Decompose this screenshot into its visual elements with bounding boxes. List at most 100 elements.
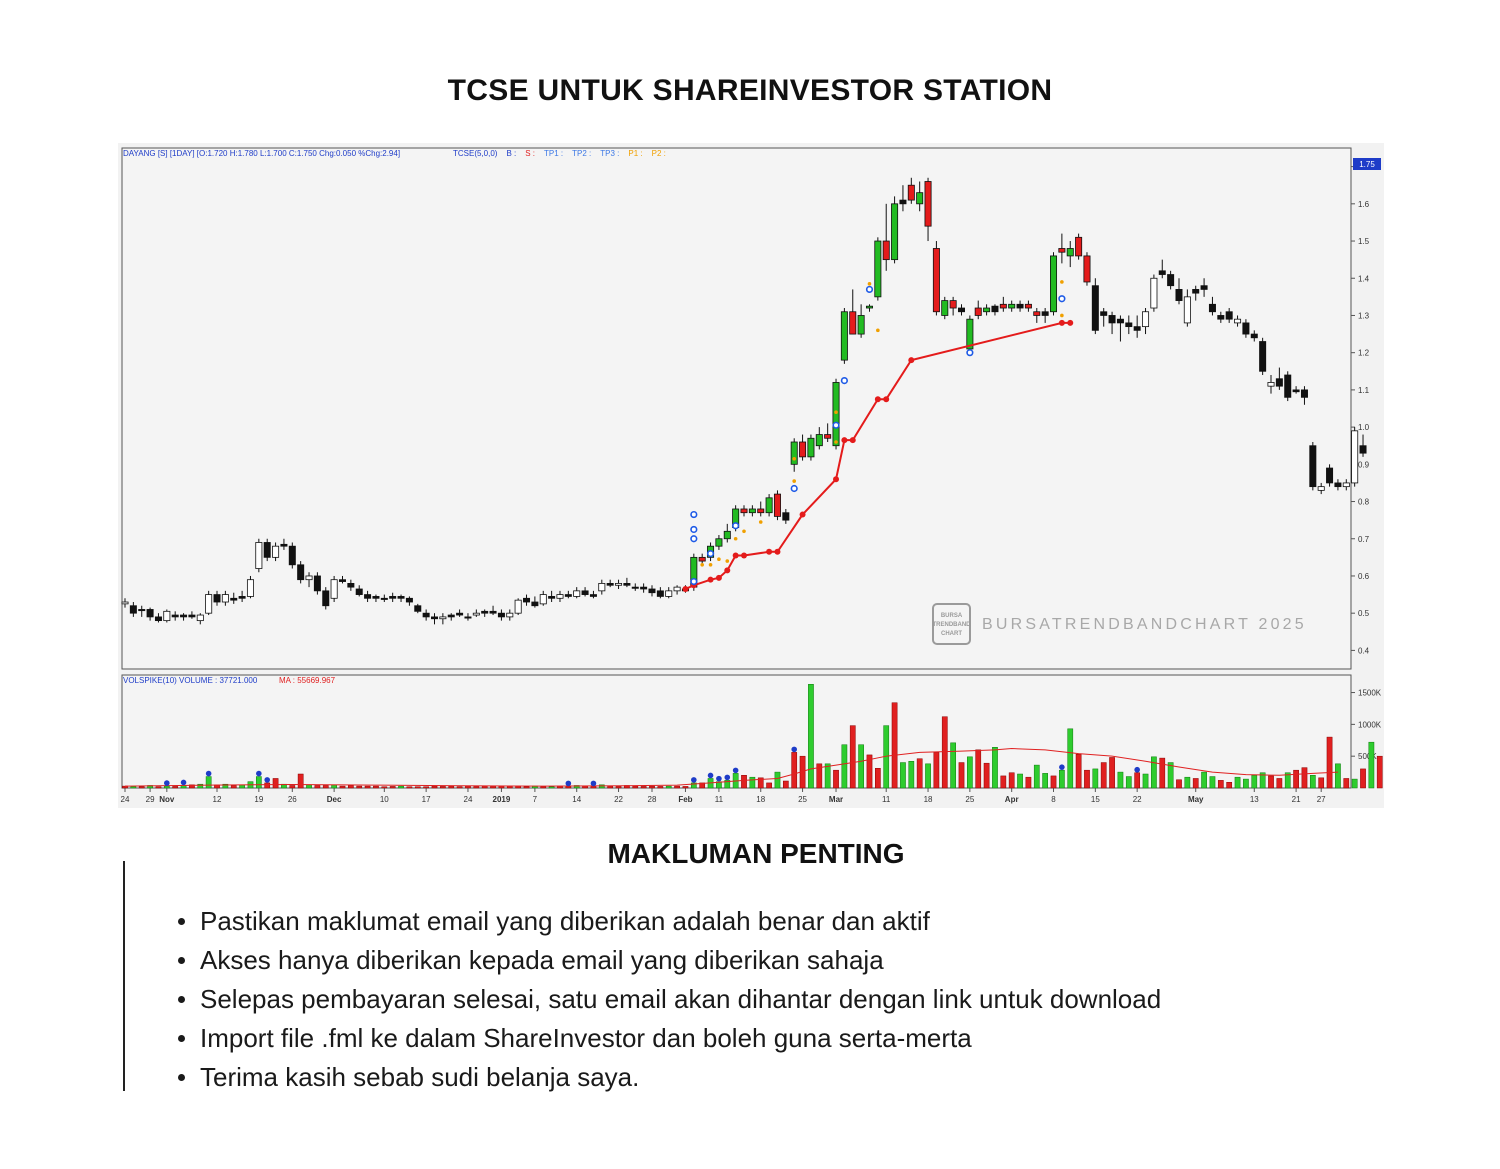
candle-body — [263, 542, 271, 558]
p-marker — [792, 456, 796, 461]
volume-bar — [548, 786, 555, 789]
candle-body — [1175, 289, 1183, 301]
candle-body — [372, 596, 380, 599]
candle-body — [740, 508, 748, 514]
candle-body — [431, 616, 439, 620]
date-tick-label: Nov — [159, 795, 175, 804]
volume-bar — [481, 785, 488, 789]
candle-body — [648, 588, 656, 594]
volume-bar — [398, 785, 404, 789]
candle-body — [171, 614, 179, 618]
volume-bar — [189, 784, 195, 789]
candle-body — [1200, 285, 1208, 290]
volume-bar — [364, 785, 371, 789]
volume-spike-marker — [724, 774, 731, 781]
candle-body — [322, 590, 330, 607]
volume-bar — [1184, 776, 1191, 789]
volume-bar — [958, 762, 965, 789]
candle-body — [338, 579, 346, 582]
tp-marker — [966, 349, 974, 357]
date-tick-label: 28 — [648, 795, 657, 804]
volume-bar — [163, 785, 170, 789]
volume-bar — [448, 785, 455, 789]
volume-bar — [473, 786, 480, 789]
volume-bar — [1209, 776, 1216, 789]
price-tick-label: 1.4 — [1358, 274, 1370, 283]
watermark-text: BURSATRENDBANDCHART 2025 — [982, 616, 1307, 633]
volume-bar — [356, 785, 363, 789]
volume-bar — [766, 782, 772, 789]
volume-bar — [950, 742, 956, 789]
tp-marker — [690, 577, 698, 586]
candle-body — [397, 596, 405, 599]
candle-body — [556, 594, 564, 599]
stock-chart: 1.71.61.51.41.31.21.11.00.90.80.70.60.50… — [118, 143, 1384, 808]
candle-body — [1234, 318, 1242, 324]
volume-bar — [348, 785, 354, 789]
date-tick-label: 17 — [422, 795, 431, 804]
volume-bar — [1318, 777, 1325, 789]
volume-bar — [423, 786, 429, 789]
candle-body — [640, 586, 648, 590]
volume-bar — [615, 786, 622, 789]
candle-body — [1225, 311, 1233, 320]
candle-body — [280, 543, 288, 547]
volume-spike-marker — [565, 780, 572, 787]
candle-body — [581, 590, 589, 595]
date-tick-label: May — [1188, 795, 1204, 804]
volume-bar — [322, 785, 329, 789]
volume-bar — [1117, 771, 1124, 789]
volume-bar — [833, 769, 839, 789]
price-tick-label: 0.4 — [1358, 646, 1370, 655]
volume-bar — [657, 786, 664, 789]
volume-tick-label: 1500K — [1358, 689, 1382, 698]
candle-body — [489, 610, 497, 614]
price-tick-label: 0.8 — [1358, 498, 1370, 507]
price-tick-label: 1.1 — [1358, 386, 1370, 395]
volume-bar — [1201, 771, 1207, 789]
volume-spike-marker — [590, 780, 597, 787]
volume-bar — [440, 786, 446, 789]
notice-item: Selepas pembayaran selesai, satu email a… — [178, 980, 1161, 1019]
candle-body — [1066, 248, 1074, 257]
volume-bar — [1251, 775, 1258, 789]
volume-bar — [155, 786, 162, 789]
volume-bar — [925, 763, 931, 789]
candle-body — [865, 305, 873, 309]
volume-bar — [808, 684, 814, 789]
volume-ma-line — [124, 748, 1338, 787]
candle-body — [288, 545, 296, 566]
date-axis: 24 29 Nov 12 19 26 Dec 10 17 24 2019 7 14 22 28 Feb 11 18… — [121, 788, 1326, 804]
volume-spike-marker — [264, 777, 271, 783]
candle-body — [255, 542, 263, 569]
candle-body — [941, 300, 949, 316]
volume-spike-marker — [256, 770, 262, 777]
candle-body — [1024, 303, 1032, 309]
volume-bar — [665, 785, 672, 789]
tp-marker — [865, 285, 874, 294]
candle-body — [1016, 303, 1024, 309]
volume-tick-label: 1000K — [1358, 720, 1382, 729]
candle-body — [472, 612, 480, 616]
candle-body — [1208, 303, 1216, 313]
price-tick-label: 0.5 — [1358, 609, 1370, 618]
volume-bar — [1050, 775, 1057, 789]
candle-body — [765, 497, 773, 514]
indicator-label: TCSE(5,0,0) — [453, 149, 498, 158]
p-marker — [700, 563, 704, 567]
candle-body — [531, 601, 539, 607]
volume-bar — [314, 785, 321, 789]
volume-bar — [1293, 769, 1299, 789]
date-tick-label: Mar — [829, 795, 843, 804]
candle-body — [857, 315, 865, 335]
volume-bar — [866, 754, 873, 789]
volume-bar — [1176, 779, 1182, 789]
volume-spike-marker — [791, 746, 797, 753]
last-price-box — [1353, 158, 1381, 170]
candle-body — [180, 614, 188, 618]
volume-bar — [774, 771, 781, 789]
candle-body — [1334, 482, 1342, 488]
candle-body — [907, 184, 915, 201]
volume-bar — [431, 785, 438, 789]
tcse-support-point — [841, 437, 848, 444]
